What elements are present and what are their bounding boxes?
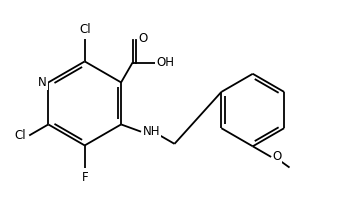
Text: O: O xyxy=(138,32,147,45)
Text: O: O xyxy=(273,150,282,163)
Text: NH: NH xyxy=(143,125,160,138)
Text: OH: OH xyxy=(157,56,174,69)
Text: F: F xyxy=(82,171,88,184)
Text: Cl: Cl xyxy=(79,23,91,36)
Text: Cl: Cl xyxy=(14,129,25,142)
Text: N: N xyxy=(38,76,47,89)
